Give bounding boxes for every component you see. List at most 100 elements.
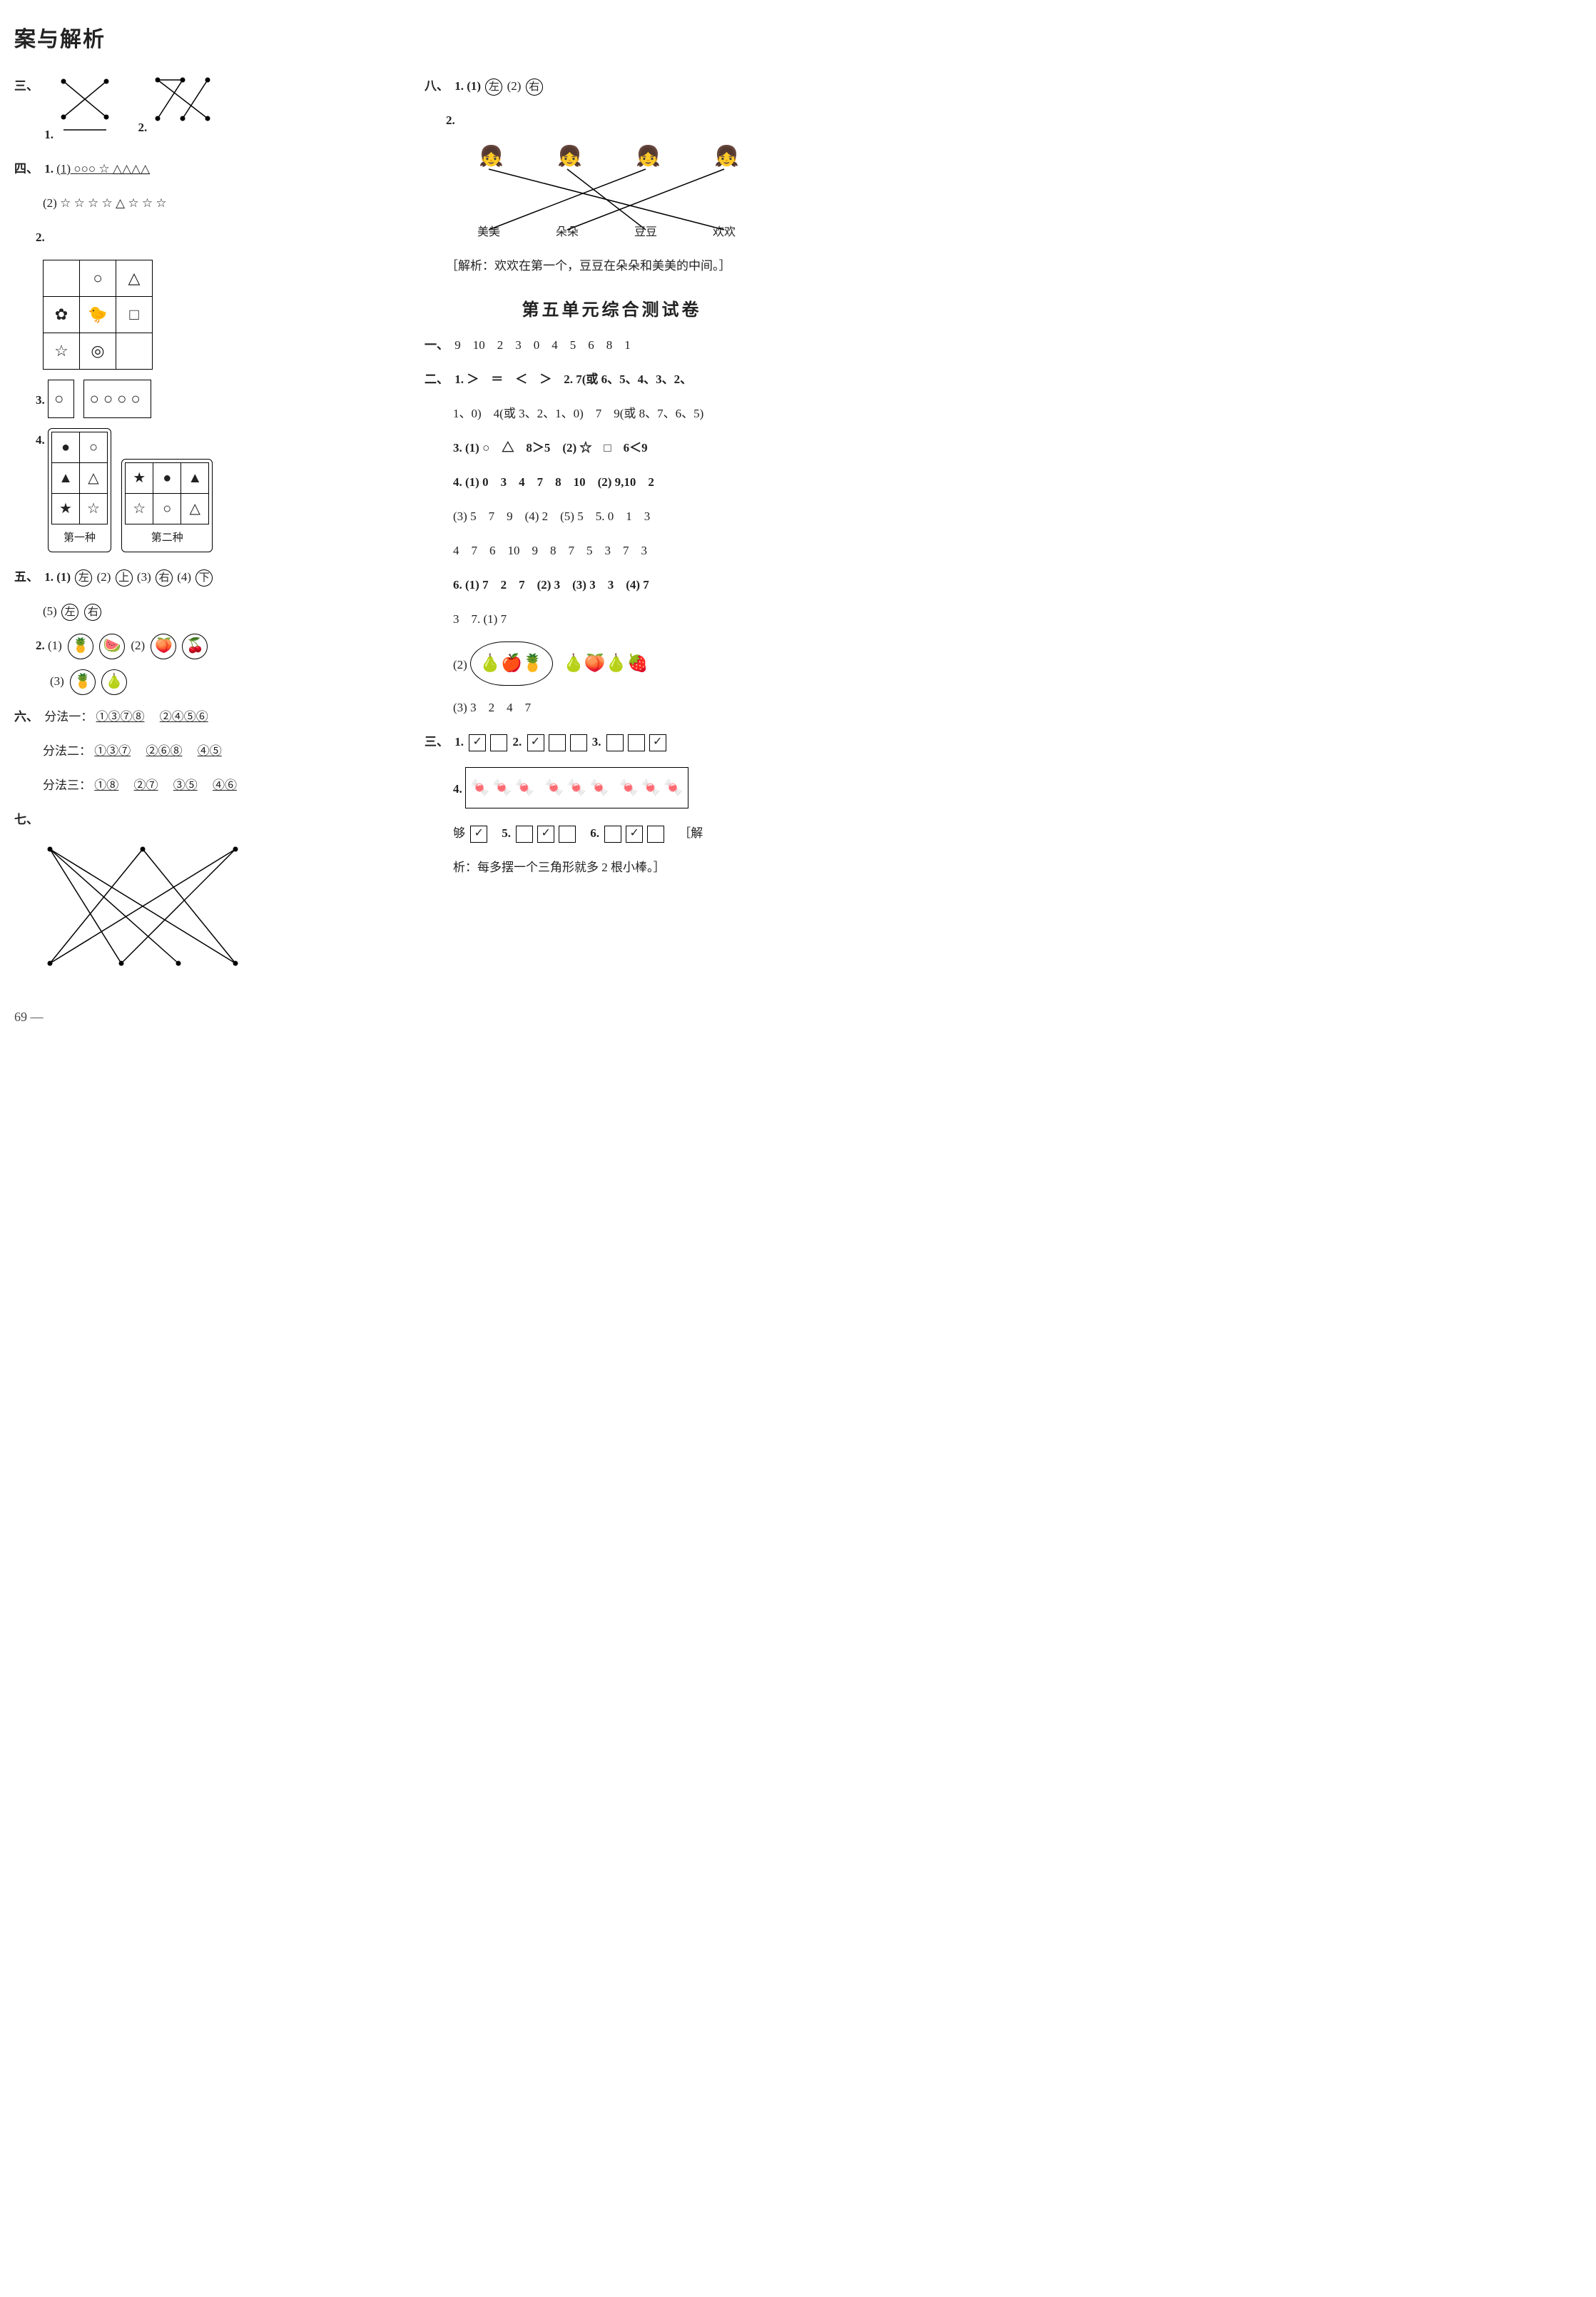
- fruit-oval-group: 🍐🍎🍍: [470, 642, 553, 686]
- grid-cell: ◎: [80, 333, 116, 370]
- sec6-m3-a: ①⑧: [94, 779, 118, 792]
- sec4-q4-label: 4.: [36, 433, 45, 447]
- kid-name: 欢欢: [713, 221, 736, 244]
- checkbox: [628, 734, 645, 751]
- u5-s3-q3: 3.: [592, 735, 601, 749]
- sec5-l1a: 1. (1): [44, 570, 71, 584]
- u5-s3-q2: 2.: [513, 735, 522, 749]
- sec8-matching-diagram: 👧👧👧👧 美美朵朵豆豆欢欢: [467, 137, 753, 244]
- fruit-rest: 🍐🍑🍐🍓: [563, 654, 649, 673]
- sec7-net-diagram: [36, 842, 389, 974]
- sec8-explain: ［解析：欢欢在第一个，豆豆在朵朵和美美的中间。］: [446, 254, 799, 278]
- pair-cell: △: [181, 494, 209, 524]
- u5-s2-l7: 6. (1) 7 2 7 (2) 3 (3) 3 3 (4) 7: [453, 573, 799, 597]
- sec5-l2a: (5): [43, 604, 57, 618]
- pairbox-2: ★●▲☆○△ 第二种: [121, 459, 213, 552]
- sec6-m1-label: 分法一：: [44, 710, 93, 724]
- page-number: 69 —: [14, 1010, 799, 1025]
- u5-s2-l2: 1、0) 4(或 3、2、1、0) 7 9(或 8、7、6、5): [453, 402, 799, 426]
- u5-s1-vals: 9 10 2 3 0 4 5 6 8 1: [454, 338, 631, 352]
- sec5-l1e: (3): [137, 570, 151, 584]
- right-column: 八、 1. (1) 左 (2) 右 2. 👧👧👧👧 美美朵朵豆豆欢欢 ［解析：欢…: [425, 74, 799, 988]
- unit5-title: 第五单元综合测试卷: [425, 295, 799, 320]
- sec6-m3-label: 分法三：: [43, 779, 91, 792]
- sec6-m2-b: ②⑥⑧: [146, 744, 183, 758]
- sec3-q2: 2.: [138, 74, 222, 140]
- candy-icon: 🍬: [589, 772, 609, 803]
- fruit-icon: 🍍: [68, 634, 93, 659]
- u5-s3-exp: 析：每多摆一个三角形就多 2 根小棒。］: [453, 856, 799, 880]
- sec4-q1-2-row: (2) ☆ ☆ ☆ ☆ △ ☆ ☆ ☆: [43, 191, 389, 215]
- u5-s2-l1-text: 1. ＞ ＝ ＜ ＞ 2. 7(或 6、5、4、3、2、: [454, 372, 692, 386]
- u5-s2-l6: 4 7 6 10 9 8 7 5 3 7 3: [453, 539, 799, 563]
- section-7: 七、: [14, 808, 389, 832]
- pair-cell: ★: [126, 463, 153, 494]
- section-5: 五、 1. (1) 左 (2) 上 (3) 右 (4) 下: [14, 565, 389, 589]
- sec8-q1c: (2): [507, 79, 522, 93]
- pair-cell: △: [80, 463, 108, 494]
- shape-grid-table: ○△✿🐤□☆◎: [43, 260, 153, 370]
- pair-cell: ○: [80, 432, 108, 463]
- fruit-icon: 🍍: [70, 669, 96, 695]
- checkbox: ✓: [649, 734, 666, 751]
- sec5-l1g: (4): [177, 570, 191, 584]
- checkbox: ✓: [527, 734, 544, 751]
- sec3-q1-label: 1.: [44, 128, 54, 141]
- sec5-q2-3-row: (3) 🍍🍐: [50, 669, 389, 695]
- candy-group: 🍬🍬🍬: [619, 772, 683, 803]
- grid-cell: [44, 260, 80, 297]
- candy-icon: 🍬: [470, 772, 489, 803]
- sec5-q2-3: (3): [50, 674, 64, 688]
- grid-cell: ○: [80, 260, 116, 297]
- kid-icon: 👧: [479, 137, 504, 177]
- fruit-icon: 🍐: [101, 669, 127, 695]
- sec3-diagram-1: [56, 74, 121, 138]
- sec6-m2-row: 分法二： ①③⑦ ②⑥⑧ ④⑤: [43, 739, 389, 764]
- sec4-num: 四、: [14, 162, 39, 176]
- sec4-q3-row: 3. ○ ○○○○: [36, 380, 389, 418]
- sec4-q1-1: (1) ○○○ ☆ △△△△: [56, 162, 150, 176]
- sec4-q1-2: (2) ☆ ☆ ☆ ☆ △ ☆ ☆ ☆: [43, 196, 167, 210]
- checkbox: [516, 826, 533, 843]
- u5-s1: 一、 9 10 2 3 0 4 5 6 8 1: [425, 333, 799, 358]
- pairbox-1: ●○▲△★☆ 第一种: [48, 428, 111, 552]
- checkbox: ✓: [537, 826, 554, 843]
- sec3-diagram-2: [151, 74, 222, 131]
- fruit-icon: 🍉: [99, 634, 125, 659]
- candy-icon: 🍬: [515, 772, 534, 803]
- u5-s3-q5: 5.: [502, 826, 511, 840]
- u5-s3-q6: 6.: [590, 826, 599, 840]
- u5-s3-num: 三、: [425, 735, 449, 749]
- sec4-q4-row: 4. ●○▲△★☆ 第一种 ★●▲☆○△ 第二种: [36, 428, 389, 555]
- sec3-q1: 1.: [44, 74, 121, 147]
- sec6-m1-b: ②④⑤⑥: [160, 710, 208, 724]
- sec5-l1b-circ: 左: [75, 569, 92, 587]
- sec5-l1c: (2): [97, 570, 111, 584]
- u5-s2-num: 二、: [425, 372, 449, 386]
- fruit-icon: 🍒: [182, 634, 208, 659]
- u5-s3-enough-chk: ✓: [470, 826, 487, 843]
- kid-icon: 👧: [557, 137, 582, 177]
- candy-row: 🍬🍬🍬🍬🍬🍬🍬🍬🍬: [465, 767, 688, 808]
- candy-icon: 🍬: [641, 772, 661, 803]
- sec5-q2-row: 2. (1) 🍍🍉 (2) 🍑🍒: [36, 634, 389, 659]
- sec3-q2-label: 2.: [138, 121, 148, 134]
- pair-cell: ☆: [126, 494, 153, 524]
- sec5-l2b-circ: 左: [61, 604, 78, 621]
- sec8-q1b-circ: 左: [485, 78, 502, 96]
- checkbox: [559, 826, 576, 843]
- candy-icon: 🍬: [492, 772, 512, 803]
- candy-icon: 🍬: [567, 772, 586, 803]
- sec6-m2-a: ①③⑦: [94, 744, 131, 758]
- sec4-q3-label: 3.: [36, 393, 45, 407]
- sec6-m1-a: ①③⑦⑧: [96, 710, 145, 724]
- candy-icon: 🍬: [619, 772, 638, 803]
- pair-cell: ▲: [52, 463, 80, 494]
- sec5-l2c-circ: 右: [84, 604, 101, 621]
- sec4-q3-box2: ○○○○: [83, 380, 151, 418]
- u5-s2-l4-text: 4. (1) 0 3 4 7 8 10 (2) 9,10 2: [453, 475, 654, 489]
- checkbox: [647, 826, 664, 843]
- grid-cell: ☆: [44, 333, 80, 370]
- u5-s2-l4: 4. (1) 0 3 4 7 8 10 (2) 9,10 2: [453, 470, 799, 495]
- pair-cell: ★: [52, 494, 80, 524]
